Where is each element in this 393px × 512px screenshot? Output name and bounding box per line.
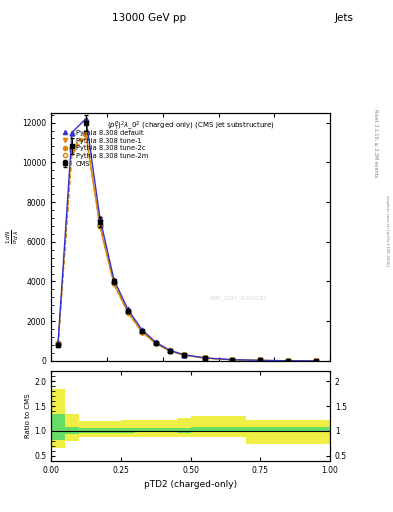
Pythia 8.308 tune-1 (286, 358, 291, 364)
Text: Jets: Jets (335, 13, 354, 23)
Text: mcplots.cern.ch [arXiv:1306.3436]: mcplots.cern.ch [arXiv:1306.3436] (385, 195, 389, 266)
Pythia 8.308 tune-2c (181, 352, 186, 358)
Pythia 8.308 tune-2c (314, 358, 318, 364)
Pythia 8.308 tune-2c (140, 329, 144, 335)
Pythia 8.308 default (97, 215, 102, 221)
Pythia 8.308 tune-1 (181, 352, 186, 358)
Pythia 8.308 tune-1 (153, 340, 158, 347)
Text: 13000 GeV pp: 13000 GeV pp (112, 13, 186, 23)
Pythia 8.308 tune-2m (112, 281, 116, 287)
Pythia 8.308 tune-2m (70, 147, 74, 154)
Pythia 8.308 tune-2m (56, 341, 61, 347)
Line: Pythia 8.308 tune-2m: Pythia 8.308 tune-2m (56, 132, 319, 364)
Legend: Pythia 8.308 default, Pythia 8.308 tune-1, Pythia 8.308 tune-2c, Pythia 8.308 tu: Pythia 8.308 default, Pythia 8.308 tune-… (57, 129, 149, 168)
Pythia 8.308 tune-2m (97, 223, 102, 229)
Pythia 8.308 tune-1 (112, 282, 116, 288)
Pythia 8.308 default (112, 276, 116, 283)
Pythia 8.308 tune-1 (70, 150, 74, 156)
Pythia 8.308 tune-2c (153, 340, 158, 347)
Pythia 8.308 tune-2c (84, 130, 88, 136)
Pythia 8.308 tune-2m (125, 309, 130, 315)
Pythia 8.308 default (84, 116, 88, 122)
Pythia 8.308 default (202, 355, 207, 361)
Y-axis label: Ratio to CMS: Ratio to CMS (25, 394, 31, 438)
Pythia 8.308 tune-1 (230, 357, 235, 363)
Pythia 8.308 default (258, 357, 263, 364)
Pythia 8.308 default (230, 357, 235, 363)
Y-axis label: $\frac{1}{\sigma}\frac{dN}{d\,\lambda}$: $\frac{1}{\sigma}\frac{dN}{d\,\lambda}$ (4, 229, 20, 244)
Pythia 8.308 tune-2c (97, 222, 102, 228)
Pythia 8.308 tune-1 (167, 348, 172, 354)
Line: Pythia 8.308 tune-2c: Pythia 8.308 tune-2c (56, 130, 319, 364)
Pythia 8.308 tune-1 (258, 357, 263, 364)
Line: Pythia 8.308 tune-1: Pythia 8.308 tune-1 (56, 134, 319, 364)
Pythia 8.308 default (153, 339, 158, 346)
Pythia 8.308 tune-2c (167, 348, 172, 354)
Pythia 8.308 tune-1 (125, 310, 130, 316)
Pythia 8.308 default (140, 327, 144, 333)
Pythia 8.308 tune-2c (112, 280, 116, 286)
Pythia 8.308 tune-2m (153, 340, 158, 347)
Pythia 8.308 tune-2c (258, 357, 263, 364)
Pythia 8.308 default (314, 358, 318, 364)
Pythia 8.308 tune-1 (84, 134, 88, 140)
Pythia 8.308 tune-2m (258, 357, 263, 364)
Pythia 8.308 default (167, 347, 172, 353)
Pythia 8.308 tune-1 (56, 341, 61, 347)
Pythia 8.308 tune-2m (84, 132, 88, 138)
Line: Pythia 8.308 default: Pythia 8.308 default (56, 116, 319, 364)
Pythia 8.308 default (125, 306, 130, 312)
Text: Rivet 3.1.10, ≥ 3.3M events: Rivet 3.1.10, ≥ 3.3M events (373, 109, 378, 178)
Pythia 8.308 tune-2m (286, 358, 291, 364)
X-axis label: pTD2 (charged-only): pTD2 (charged-only) (144, 480, 237, 489)
Pythia 8.308 tune-2c (125, 309, 130, 315)
Text: CMS_2021_I1920187: CMS_2021_I1920187 (210, 295, 268, 301)
Pythia 8.308 tune-2m (314, 358, 318, 364)
Pythia 8.308 tune-2m (140, 329, 144, 335)
Pythia 8.308 tune-2m (181, 352, 186, 358)
Pythia 8.308 tune-1 (97, 224, 102, 230)
Pythia 8.308 tune-2m (230, 357, 235, 363)
Pythia 8.308 tune-2c (70, 145, 74, 152)
Pythia 8.308 default (181, 352, 186, 358)
Pythia 8.308 tune-2c (202, 355, 207, 361)
Pythia 8.308 default (286, 358, 291, 364)
Pythia 8.308 default (56, 340, 61, 346)
Pythia 8.308 tune-1 (202, 355, 207, 361)
Pythia 8.308 tune-1 (140, 329, 144, 335)
Pythia 8.308 tune-2m (202, 355, 207, 361)
Pythia 8.308 default (70, 130, 74, 136)
Text: $(p_T^P)^2\lambda\_0^2$ (charged only) (CMS jet substructure): $(p_T^P)^2\lambda\_0^2$ (charged only) (… (107, 120, 275, 134)
Pythia 8.308 tune-2m (167, 348, 172, 354)
Pythia 8.308 tune-2c (286, 358, 291, 364)
Pythia 8.308 tune-2c (56, 340, 61, 347)
Pythia 8.308 tune-1 (314, 358, 318, 364)
Pythia 8.308 tune-2c (230, 357, 235, 363)
